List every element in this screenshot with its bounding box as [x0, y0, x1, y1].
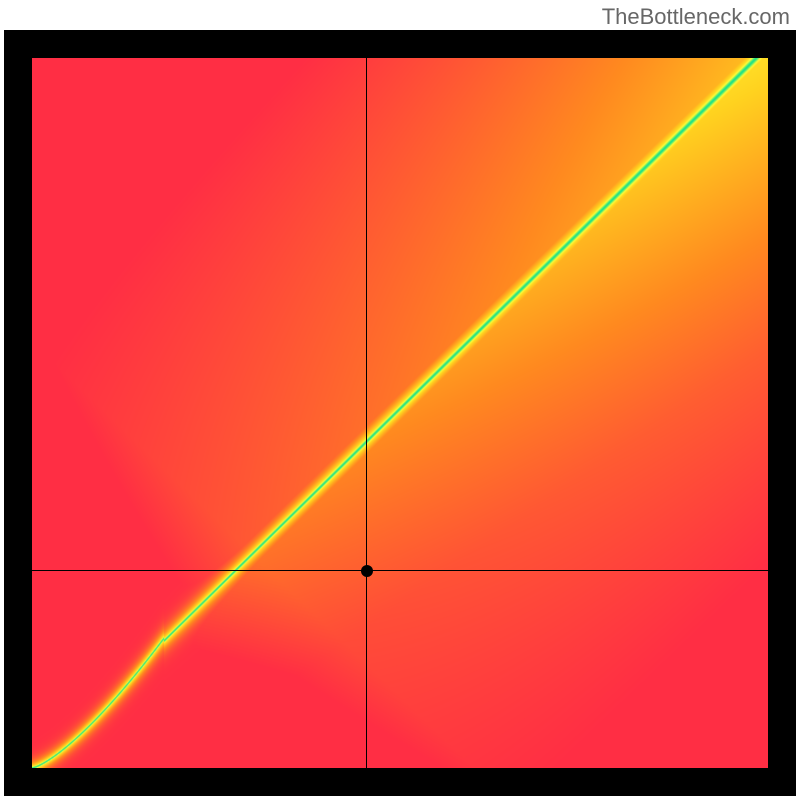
marker-dot [361, 565, 373, 577]
watermark-text: TheBottleneck.com [602, 4, 790, 30]
plot-frame [4, 30, 796, 796]
chart-container: TheBottleneck.com [0, 0, 800, 800]
heatmap-canvas [32, 58, 768, 768]
crosshair-vertical [366, 58, 367, 768]
crosshair-horizontal [32, 570, 768, 571]
